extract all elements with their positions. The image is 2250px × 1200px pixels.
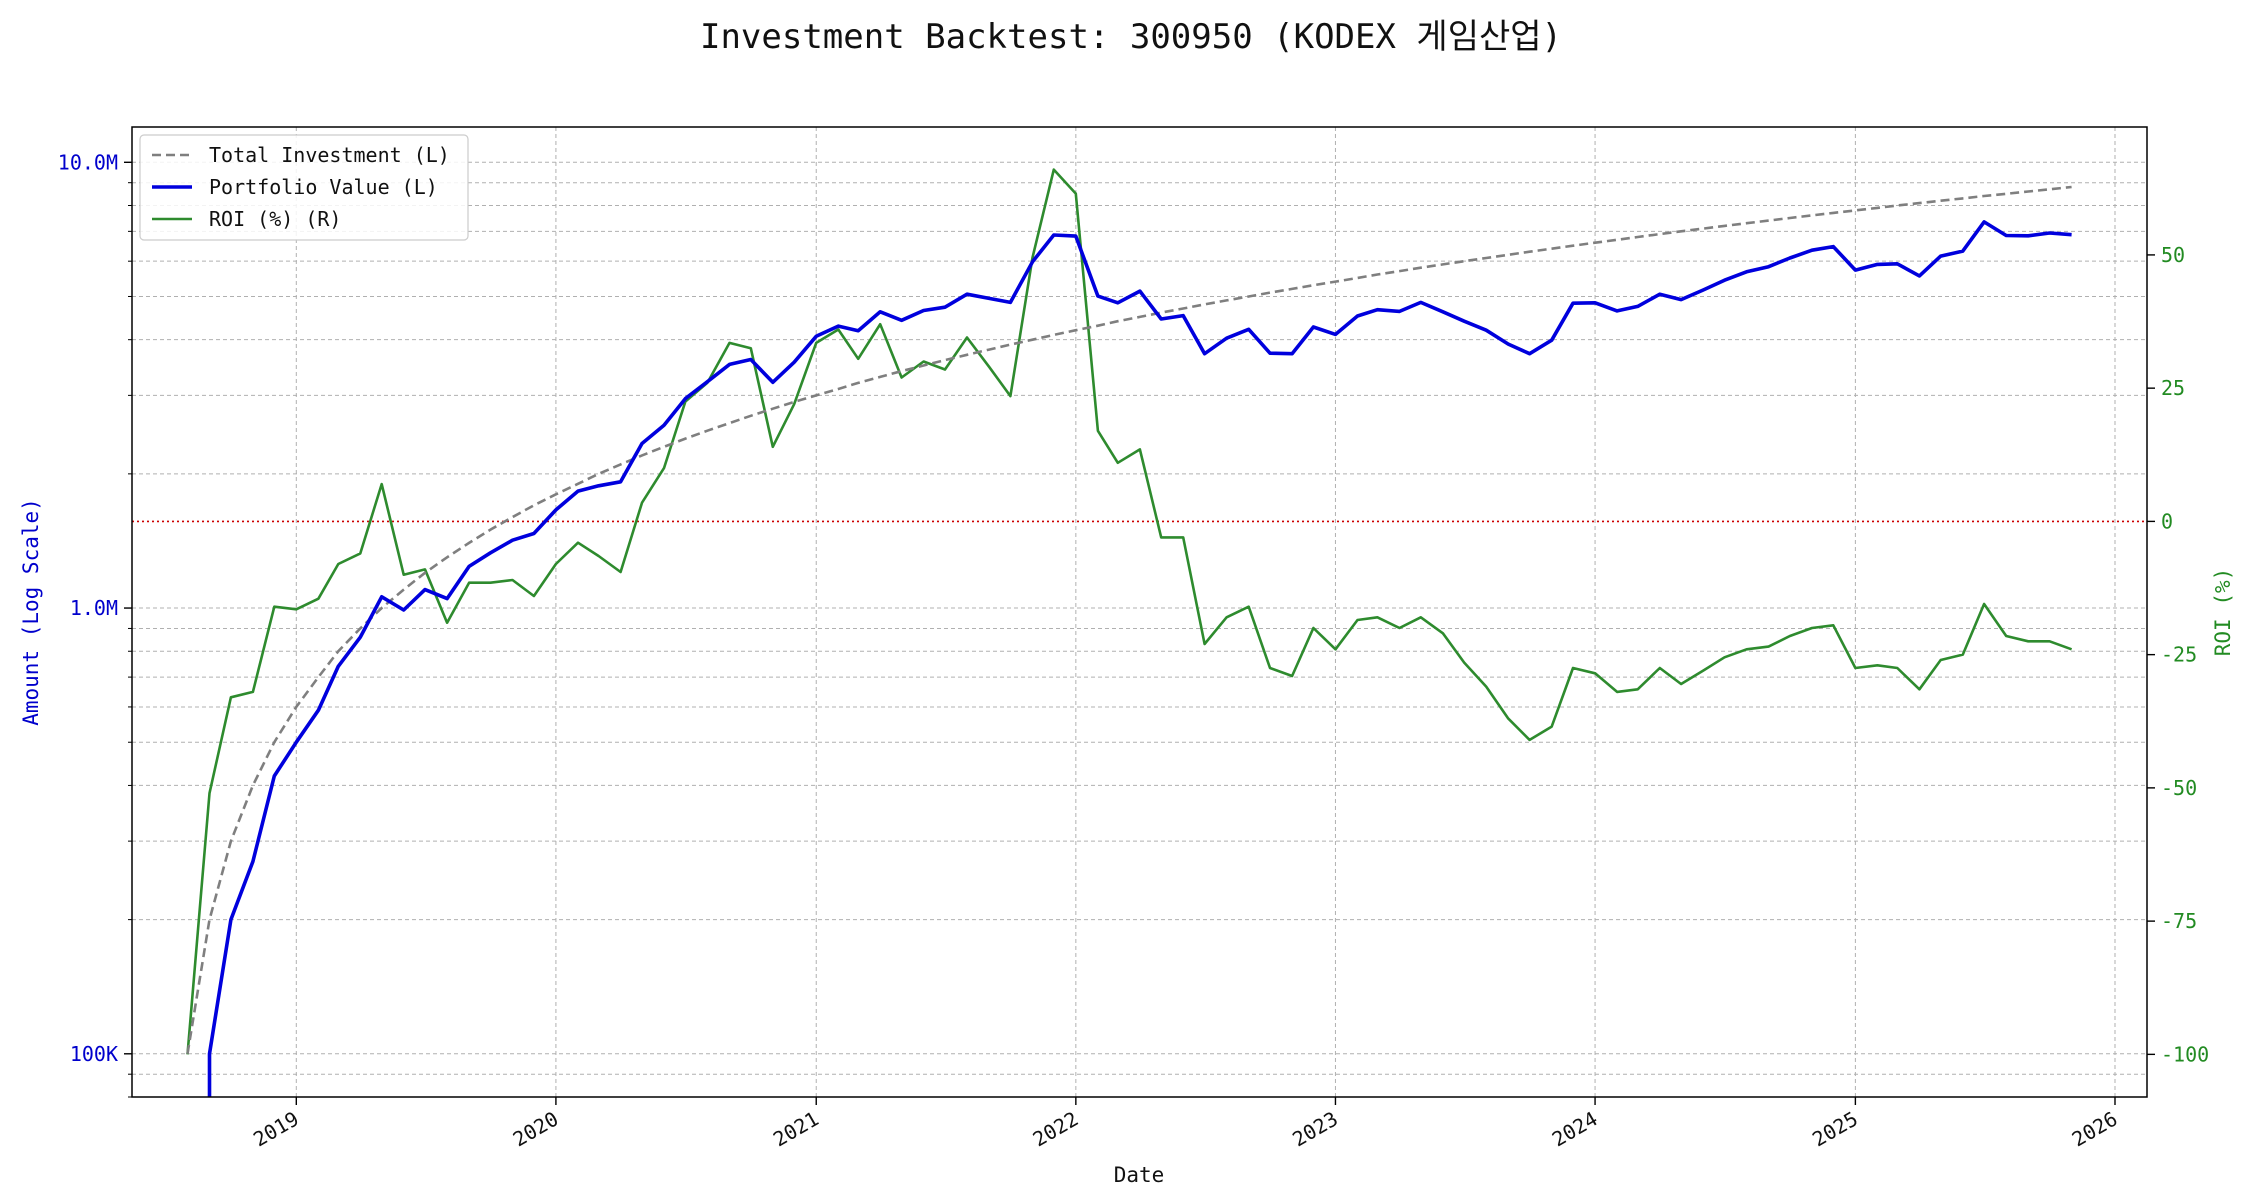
plot-frame (131, 126, 2148, 1098)
x-tick-label: 2025 (1808, 1107, 1862, 1152)
right-tick-label: -25 (2161, 643, 2197, 667)
legend: Total Investment (L) Portfolio Value (L)… (139, 134, 469, 241)
x-axis-ticks: 2019 2020 2021 2022 2023 2024 2025 2026 (249, 1097, 2121, 1151)
x-tick-label: 2022 (1029, 1107, 1083, 1152)
portfolio-value-line (207, 220, 2072, 1097)
right-tick-label: 25 (2161, 376, 2185, 400)
x-tick-label: 2026 (2068, 1107, 2122, 1152)
left-tick-label: 100K (70, 1042, 118, 1066)
right-tick-label: 50 (2161, 243, 2185, 267)
x-tick-label: 2021 (769, 1107, 823, 1152)
x-tick-label: 2020 (509, 1107, 563, 1152)
legend-label-investment: Total Investment (L) (209, 143, 450, 167)
total-investment-line (186, 185, 2072, 1055)
left-axis-ticks: 100K 1.0M 10.0M (58, 150, 132, 1098)
right-tick-label: -100 (2161, 1042, 2209, 1066)
right-axis-ticks: 50 25 0 -25 -50 -75 -100 (2147, 243, 2209, 1066)
left-tick-label: 10.0M (58, 150, 118, 174)
left-axis-label: Amount (Log Scale) (19, 498, 43, 726)
x-tick-label: 2024 (1548, 1107, 1602, 1152)
right-axis-label: ROI (%) (2211, 568, 2235, 657)
chart-title: Investment Backtest: 300950 (KODEX 게임산업) (700, 17, 1562, 57)
plot-series (132, 168, 2147, 1097)
grid (132, 127, 2147, 1098)
right-tick-label: -50 (2161, 776, 2197, 800)
roi-line (186, 168, 2073, 1055)
legend-label-portfolio: Portfolio Value (L) (209, 175, 438, 199)
right-tick-label: -75 (2161, 909, 2197, 933)
right-tick-label: 0 (2161, 509, 2173, 533)
legend-box (139, 134, 469, 241)
x-axis-label: Date (1114, 1163, 1165, 1187)
x-tick-label: 2023 (1288, 1107, 1342, 1152)
x-tick-label: 2019 (249, 1107, 303, 1152)
legend-label-roi: ROI (%) (R) (209, 207, 341, 231)
left-tick-label: 1.0M (70, 596, 118, 620)
